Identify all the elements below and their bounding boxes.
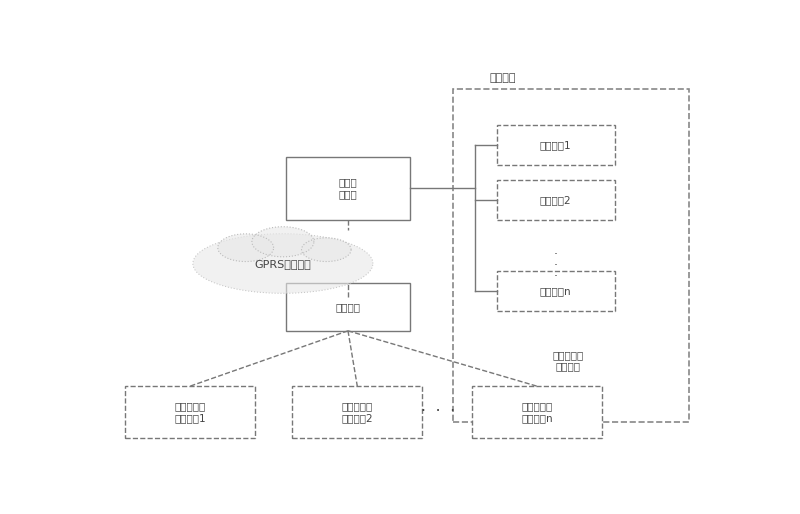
Text: 数采主机2: 数采主机2 bbox=[540, 195, 571, 205]
Text: ·  ·  ·: · · · bbox=[421, 405, 455, 419]
Polygon shape bbox=[193, 234, 373, 293]
Bar bbox=[472, 386, 602, 438]
Text: 手持终端: 手持终端 bbox=[335, 302, 361, 312]
Bar bbox=[497, 125, 614, 164]
Text: 通信接口: 通信接口 bbox=[490, 74, 516, 83]
Text: 数采主机1: 数采主机1 bbox=[540, 140, 571, 150]
Text: 接地线及接
地线标签n: 接地线及接 地线标签n bbox=[522, 401, 553, 423]
Text: 数采主机n: 数采主机n bbox=[540, 286, 571, 296]
Polygon shape bbox=[302, 238, 351, 262]
Text: 接地线及接
地线标剸1: 接地线及接 地线标剸1 bbox=[174, 401, 206, 423]
Bar bbox=[286, 283, 410, 331]
Text: 接地线及接
地线标剸2: 接地线及接 地线标剸2 bbox=[342, 401, 373, 423]
Text: 接地线
营运机: 接地线 营运机 bbox=[338, 177, 358, 199]
Bar bbox=[286, 157, 410, 220]
Bar bbox=[292, 386, 422, 438]
Bar bbox=[497, 271, 614, 311]
Text: GPRS无线网络: GPRS无线网络 bbox=[254, 259, 311, 268]
Text: ·
·
·: · · · bbox=[554, 248, 558, 283]
Bar bbox=[497, 180, 614, 220]
Bar bbox=[125, 386, 255, 438]
Bar bbox=[454, 89, 689, 422]
Polygon shape bbox=[218, 234, 274, 262]
Text: 各电站数据
回馈系统: 各电站数据 回馈系统 bbox=[553, 350, 584, 371]
Polygon shape bbox=[252, 227, 314, 257]
